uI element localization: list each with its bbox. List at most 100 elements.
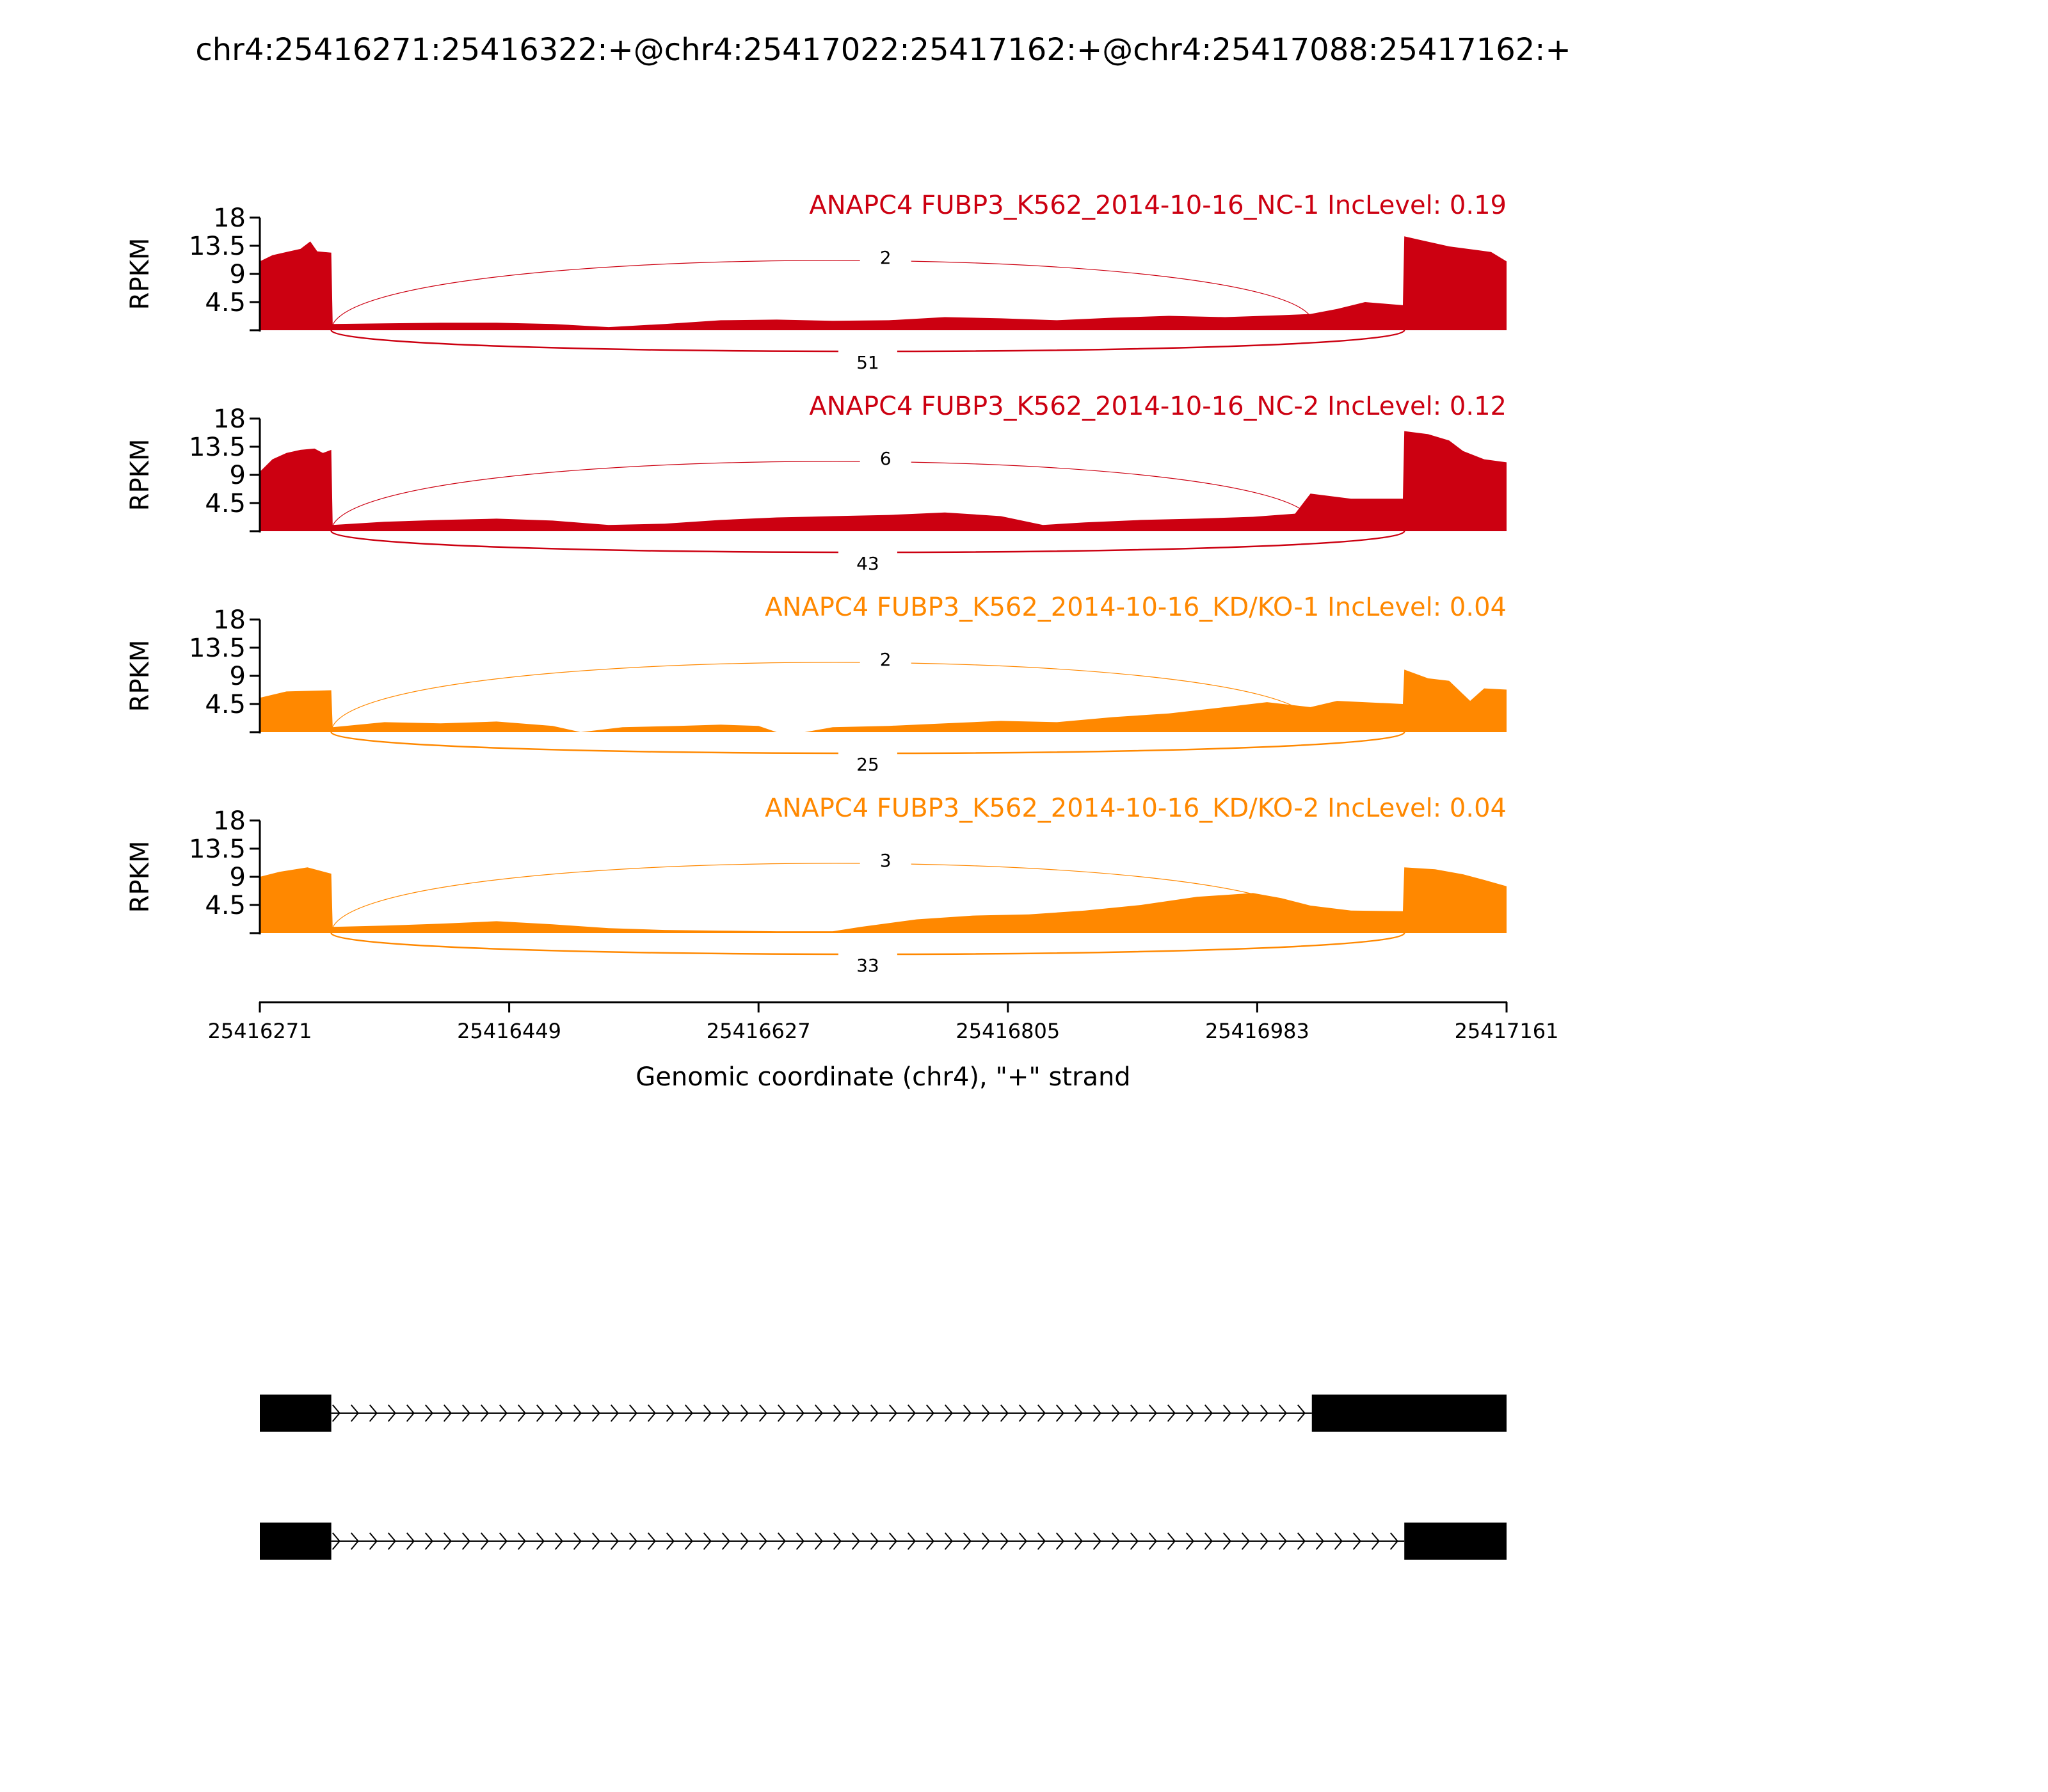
strand-arrow xyxy=(703,1404,712,1422)
strand-arrow xyxy=(944,1532,953,1550)
strand-arrow xyxy=(499,1404,508,1422)
upper-junction-arc xyxy=(331,461,1313,531)
y-tick-label: 4.5 xyxy=(205,288,246,317)
x-tick-label: 25417161 xyxy=(1455,1019,1559,1043)
strand-arrow xyxy=(1241,1404,1250,1422)
strand-arrow xyxy=(1371,1532,1380,1550)
strand-arrow xyxy=(1111,1532,1120,1550)
strand-arrow xyxy=(1334,1532,1343,1550)
track-title: ANAPC4 FUBP3_K562_2014-10-16_KD/KO-1 Inc… xyxy=(765,593,1507,622)
strand-arrow xyxy=(1389,1532,1398,1550)
strand-arrow xyxy=(610,1404,619,1422)
x-tick-label: 25416805 xyxy=(956,1019,1060,1043)
exon-block xyxy=(260,1523,332,1560)
strand-arrow xyxy=(721,1532,730,1550)
strand-arrow xyxy=(443,1532,452,1550)
strand-arrow xyxy=(1278,1532,1287,1550)
strand-arrow xyxy=(981,1532,990,1550)
strand-arrow xyxy=(777,1532,786,1550)
lower-junction-arc xyxy=(330,329,1405,353)
lower-junction-arc xyxy=(330,731,1405,755)
strand-arrow xyxy=(888,1404,897,1422)
x-tick-label: 25416449 xyxy=(457,1019,561,1043)
strand-arrow xyxy=(1037,1532,1046,1550)
y-tick-label: 4.5 xyxy=(205,489,246,518)
y-tick-label: 18 xyxy=(213,605,246,635)
strand-arrow xyxy=(628,1404,637,1422)
y-axis-label: RPKM xyxy=(125,238,155,310)
strand-arrow xyxy=(443,1404,452,1422)
strand-arrow xyxy=(1222,1404,1231,1422)
strand-arrow xyxy=(1111,1404,1120,1422)
chart-title: chr4:25416271:25416322:+@chr4:25417022:2… xyxy=(195,32,1571,68)
exon-block xyxy=(260,1395,332,1432)
strand-arrow xyxy=(758,1532,767,1550)
strand-arrow xyxy=(814,1532,823,1550)
strand-arrow xyxy=(647,1404,656,1422)
strand-arrow xyxy=(332,1404,340,1422)
strand-arrow xyxy=(1185,1404,1194,1422)
strand-arrow xyxy=(963,1532,972,1550)
lower-junction-label-bg xyxy=(838,952,897,978)
lower-junction-count: 33 xyxy=(856,955,879,976)
lower-junction-arc xyxy=(330,530,1405,554)
strand-arrow xyxy=(1055,1532,1064,1550)
strand-arrow xyxy=(387,1404,396,1422)
strand-arrow xyxy=(332,1532,340,1550)
x-axis-label: Genomic coordinate (chr4), "+" strand xyxy=(636,1062,1130,1092)
strand-arrow xyxy=(1204,1532,1213,1550)
y-tick-label: 4.5 xyxy=(205,690,246,719)
strand-arrow xyxy=(499,1532,508,1550)
strand-arrow xyxy=(424,1404,433,1422)
exon-block xyxy=(1404,1523,1507,1560)
strand-arrow xyxy=(573,1404,582,1422)
strand-arrow xyxy=(888,1532,897,1550)
strand-arrow xyxy=(684,1404,693,1422)
strand-arrow xyxy=(1260,1532,1268,1550)
x-tick-label: 25416271 xyxy=(208,1019,312,1043)
strand-arrow xyxy=(666,1532,675,1550)
strand-arrow xyxy=(628,1532,637,1550)
y-tick-label: 4.5 xyxy=(205,891,246,920)
strand-arrow xyxy=(1260,1404,1268,1422)
strand-arrow xyxy=(1278,1404,1287,1422)
y-tick-label: 13.5 xyxy=(189,433,246,462)
upper-junction-label-bg xyxy=(860,244,911,270)
strand-arrow xyxy=(851,1404,860,1422)
strand-arrow xyxy=(1222,1532,1231,1550)
upper-junction-count: 6 xyxy=(880,448,892,469)
strand-arrow xyxy=(369,1532,378,1550)
strand-arrow xyxy=(387,1532,396,1550)
strand-arrow xyxy=(1204,1404,1213,1422)
upper-junction-label-bg xyxy=(860,445,911,471)
strand-arrow xyxy=(1130,1404,1139,1422)
lower-junction-count: 25 xyxy=(856,754,879,775)
strand-arrow xyxy=(1315,1532,1324,1550)
strand-arrow xyxy=(554,1404,563,1422)
strand-arrow xyxy=(1167,1532,1176,1550)
strand-arrow xyxy=(610,1532,619,1550)
strand-arrow xyxy=(703,1532,712,1550)
y-tick-label: 18 xyxy=(213,806,246,836)
strand-arrow xyxy=(424,1532,433,1550)
strand-arrow xyxy=(981,1404,990,1422)
strand-arrow xyxy=(406,1404,415,1422)
strand-arrow xyxy=(796,1404,804,1422)
x-tick-label: 25416627 xyxy=(707,1019,811,1043)
strand-arrow xyxy=(1297,1532,1306,1550)
strand-arrow xyxy=(461,1404,470,1422)
strand-arrow xyxy=(1167,1404,1176,1422)
lower-junction-count: 51 xyxy=(856,352,879,373)
upper-junction-arc xyxy=(331,662,1313,732)
strand-arrow xyxy=(517,1404,526,1422)
strand-arrow xyxy=(591,1404,600,1422)
strand-arrow xyxy=(870,1404,879,1422)
strand-arrow xyxy=(647,1532,656,1550)
y-tick-label: 18 xyxy=(213,204,246,233)
lower-junction-arc xyxy=(330,932,1405,956)
strand-arrow xyxy=(1241,1532,1250,1550)
strand-arrow xyxy=(350,1532,359,1550)
strand-arrow xyxy=(833,1532,842,1550)
